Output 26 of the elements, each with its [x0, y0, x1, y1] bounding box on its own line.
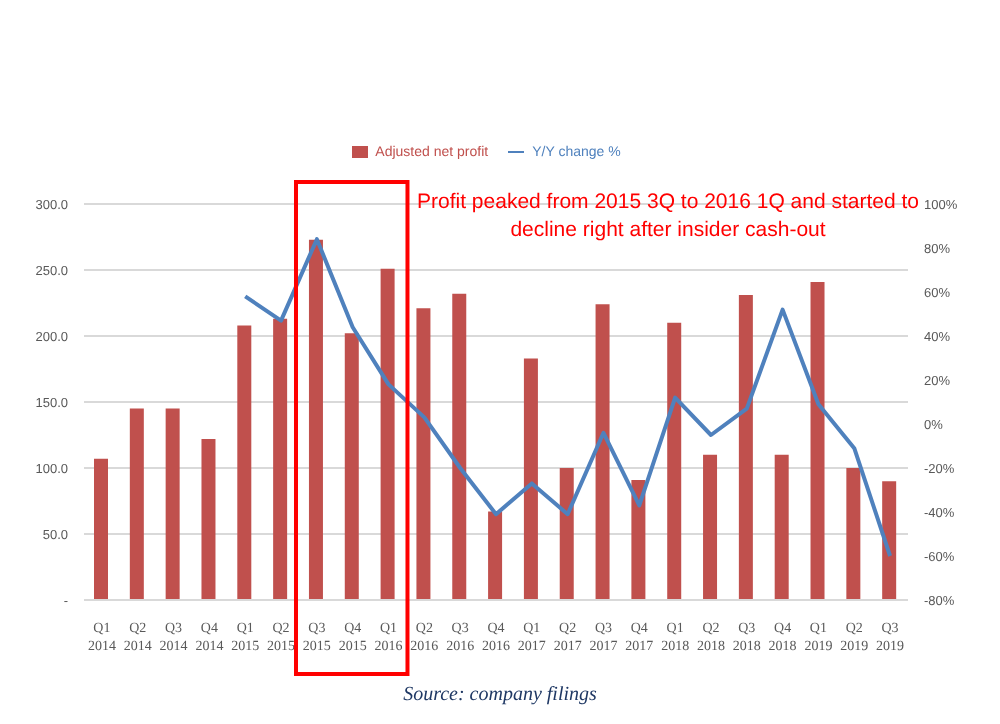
bar: [165, 408, 180, 600]
bar: [129, 408, 144, 600]
bar: [882, 481, 897, 600]
bar: [308, 239, 323, 600]
bar: [201, 438, 216, 600]
bar: [523, 358, 538, 600]
bar: [631, 479, 646, 600]
bar: [344, 333, 359, 600]
bar: [559, 468, 574, 600]
source-note: Source: company filings: [401, 684, 599, 706]
bar: [810, 281, 825, 600]
bar: [452, 293, 467, 600]
bar: [595, 304, 610, 600]
line-series: [243, 237, 893, 558]
bar: [488, 511, 503, 600]
bar: [94, 458, 108, 600]
annotation: Profit peaked from 2015 3Q to 2016 1Q and started to decline right after insider cash-out: [416, 188, 920, 244]
bar: [846, 468, 861, 600]
bar: [774, 454, 789, 600]
bar: [416, 308, 431, 600]
bar: [667, 322, 682, 600]
bar: [703, 454, 718, 600]
bar: [273, 318, 288, 600]
bar: [738, 295, 753, 600]
bar: [237, 325, 252, 600]
bar: [380, 268, 395, 600]
